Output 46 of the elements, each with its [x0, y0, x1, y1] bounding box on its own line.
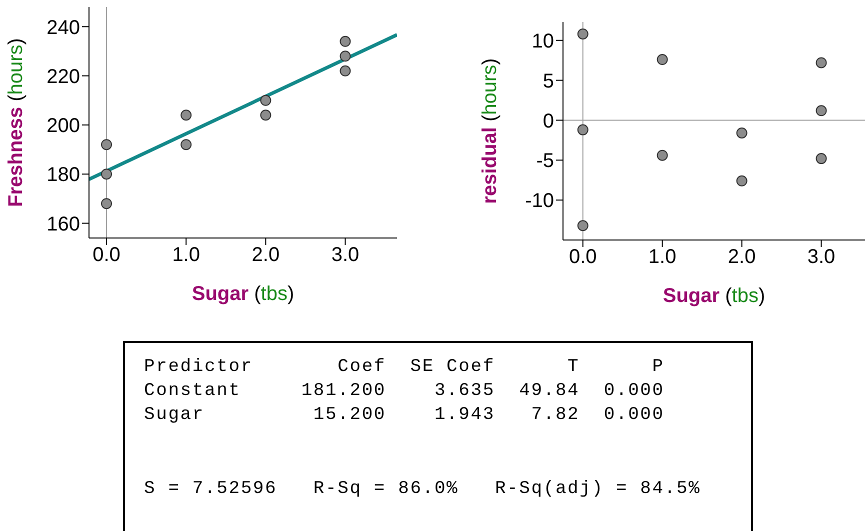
y-tick-label: -10: [525, 190, 554, 212]
y-tick-label: 0: [542, 110, 554, 132]
y-tick-label: 200: [46, 115, 80, 138]
text: S = 7.52596 R-Sq = 86.0% R-Sq(adj) = 84.5%: [144, 478, 702, 501]
point: [736, 175, 748, 186]
y-tick-label: 180: [46, 164, 80, 186]
y-tick-label: 10: [532, 30, 554, 52]
y-tick-label: 240: [46, 16, 80, 39]
x-axis-title: Sugar (tbs): [192, 283, 294, 305]
point: [340, 36, 351, 47]
point: [260, 110, 272, 121]
text: Constant 181.200 3.635 49.84 0.000: [144, 380, 666, 403]
point: [816, 153, 827, 164]
y-tick-label: 160: [46, 213, 80, 236]
x-tick-label: 0.0: [92, 244, 120, 266]
point: [101, 198, 112, 210]
x-axis-title: Sugar (tbs): [662, 285, 766, 307]
x-tick-label: 1.0: [648, 246, 676, 268]
point: [577, 124, 588, 136]
x-tick-label: 3.0: [331, 244, 360, 266]
y-tick-label: 5: [542, 70, 554, 92]
x-tick-label: 2.0: [728, 246, 756, 268]
point: [180, 110, 192, 121]
point: [656, 54, 668, 66]
point: [180, 139, 192, 150]
x-tick-label: 3.0: [807, 246, 836, 268]
point: [101, 168, 112, 180]
point: [656, 150, 668, 161]
point: [101, 139, 112, 150]
text: Sugar 15.200 1.943 7.82 0.000: [144, 404, 666, 427]
y-tick-label: -5: [536, 150, 554, 172]
y-axis-title: Freshness (hours): [5, 38, 27, 207]
x-tick-label: 1.0: [172, 244, 200, 266]
y-tick-label: 220: [46, 66, 80, 88]
point: [260, 94, 272, 106]
point: [736, 127, 748, 138]
point: [577, 220, 588, 232]
x-tick-label: 0.0: [568, 246, 597, 268]
point: [577, 28, 588, 40]
point: [816, 57, 827, 68]
y-axis-title: residual (hours): [479, 58, 501, 204]
point: [340, 65, 351, 76]
point: [340, 50, 351, 62]
text: Predictor Coef SE Coef T P: [144, 356, 666, 379]
x-tick-label: 2.0: [252, 244, 280, 266]
point: [816, 105, 827, 116]
